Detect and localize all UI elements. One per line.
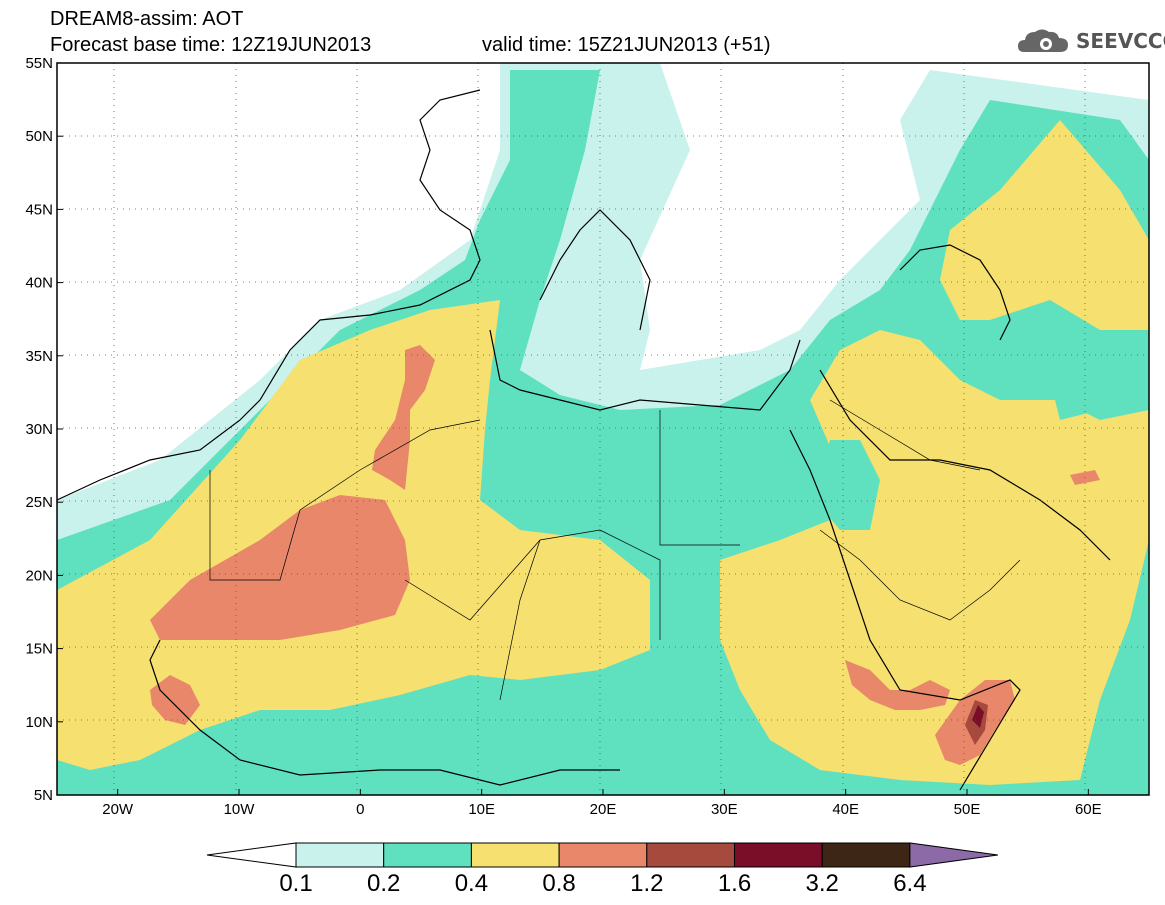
colorbar-over-arrow [909, 842, 998, 868]
seevccc-logo: SEEVCCC [1016, 24, 1165, 58]
colorbar-under-arrow [206, 842, 297, 868]
aot-field [57, 63, 1149, 795]
colorbar-segment [558, 842, 648, 868]
colorbar-label: 6.4 [893, 870, 926, 897]
lat-label: 35N [25, 348, 53, 365]
longitude-axis: 20W 10W 0 10E 20E 30E 40E 50E 60E [102, 789, 1102, 818]
lat-label: 15N [25, 641, 53, 658]
colorbar-label: 0.1 [279, 870, 312, 897]
coastlines [57, 89, 1111, 791]
lat-label: 40N [25, 275, 53, 292]
lat-label: 10N [25, 714, 53, 731]
lon-label: 0 [356, 801, 364, 818]
lat-label: 20N [25, 567, 53, 584]
colorbar-segment [646, 842, 735, 868]
forecast-base-time: Forecast base time: 12Z19JUN2013 [50, 34, 372, 56]
colorbar-label: 1.2 [630, 870, 663, 897]
colorbar: 0.1 0.2 0.4 0.8 1.2 1.6 3.2 6.4 [206, 842, 998, 897]
colorbar-segment [734, 842, 823, 868]
lat-label: 5N [34, 787, 53, 804]
colorbar-label: 0.4 [455, 870, 488, 897]
graticule [57, 63, 1149, 795]
cloud-gear-icon [1018, 29, 1068, 52]
lon-label: 60E [1075, 801, 1102, 818]
colorbar-label: 1.6 [718, 870, 751, 897]
lon-label: 30E [711, 801, 738, 818]
lat-label: 55N [25, 55, 53, 72]
lon-label: 50E [954, 801, 981, 818]
colorbar-label: 0.8 [542, 870, 575, 897]
latitude-axis: 55N 50N 45N 40N 35N 30N 25N 20N 15N 10N 5N [25, 55, 63, 804]
colorbar-label: 0.2 [367, 870, 400, 897]
lon-label: 10W [224, 801, 256, 818]
country-borders [209, 399, 1021, 701]
colorbar-segment [295, 842, 385, 868]
lon-label: 10E [468, 801, 495, 818]
lat-label: 25N [25, 494, 53, 511]
colorbar-segment [470, 842, 560, 868]
lat-label: 45N [25, 201, 53, 218]
lon-label: 20W [102, 801, 134, 818]
valid-time: valid time: 15Z21JUN2013 (+51) [482, 34, 771, 56]
lat-label: 50N [25, 128, 53, 145]
lon-label: 40E [832, 801, 859, 818]
colorbar-segment [383, 842, 472, 868]
lon-label: 20E [590, 801, 617, 818]
colorbar-label: 3.2 [806, 870, 839, 897]
map-title: DREAM8-assim: AOT [50, 8, 244, 30]
logo-text: SEEVCCC [1076, 29, 1165, 53]
lat-label: 30N [25, 421, 53, 438]
aot-level-0.2-east [815, 320, 1140, 530]
colorbar-segment [821, 842, 911, 868]
aot-level-1.6 [972, 705, 984, 728]
